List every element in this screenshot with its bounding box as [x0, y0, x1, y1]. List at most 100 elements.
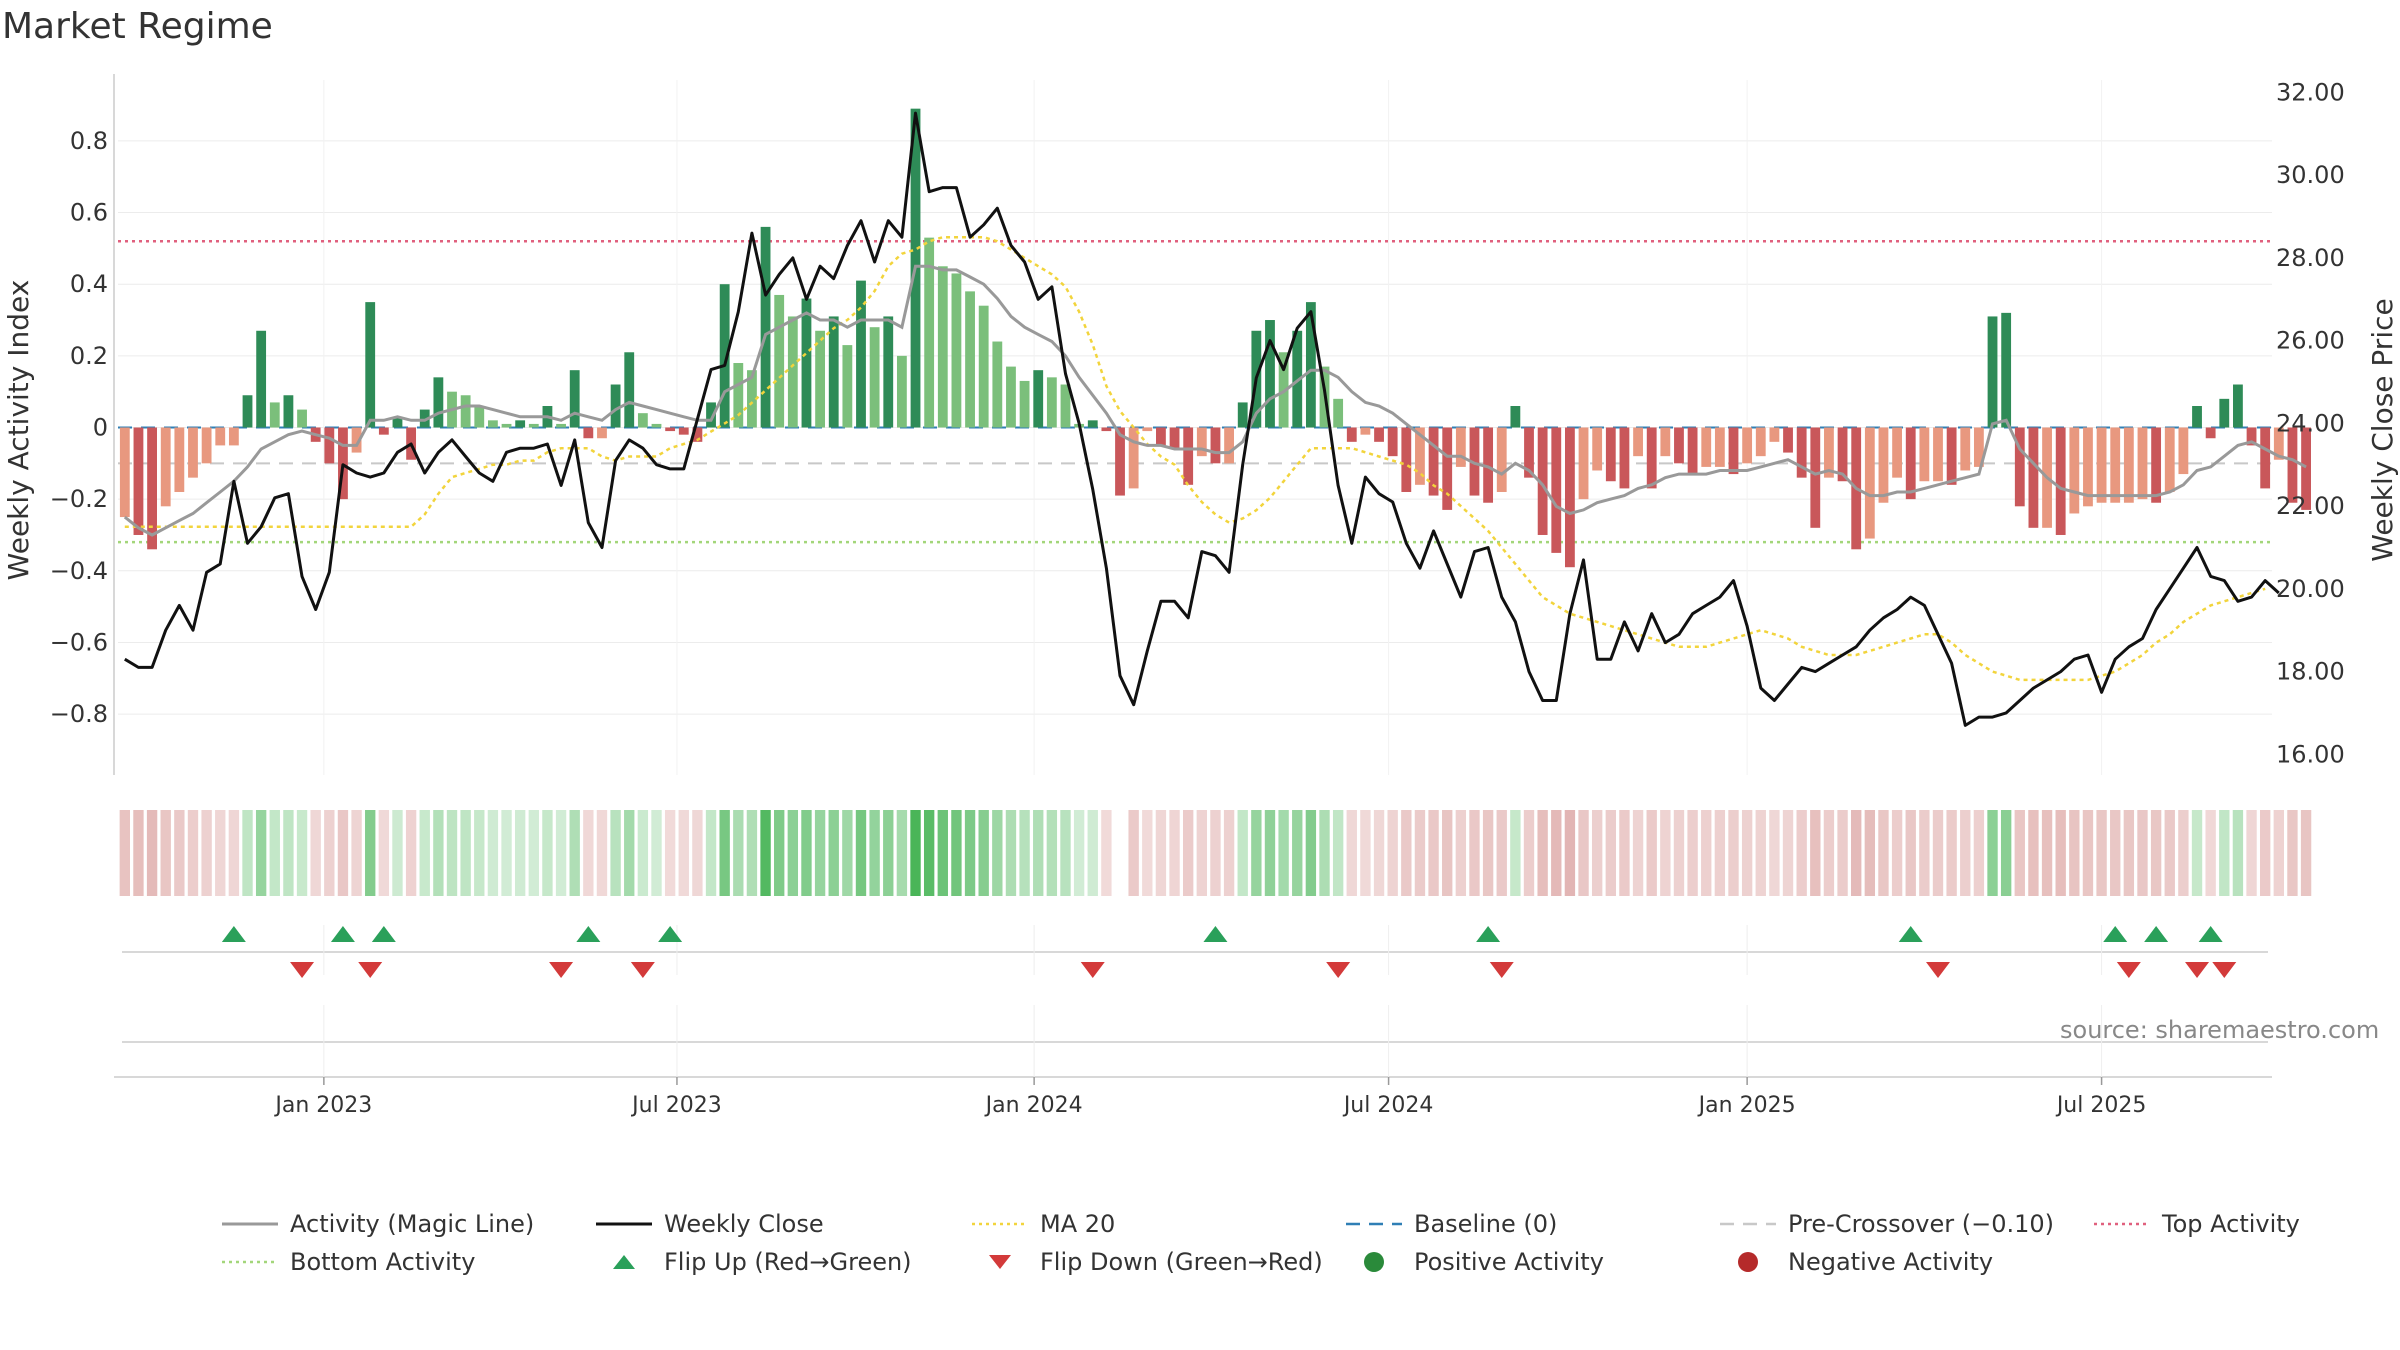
regime-cell — [1251, 810, 1262, 896]
regime-cell — [160, 810, 171, 896]
activity-bar — [1455, 427, 1466, 467]
regime-cell — [1428, 810, 1439, 896]
activity-bar — [992, 341, 1003, 428]
regime-cell — [1278, 810, 1289, 896]
regime-cell — [787, 810, 799, 896]
regime-cell — [1646, 810, 1657, 896]
legend-swatch — [1720, 1222, 1776, 1226]
regime-cell — [2096, 810, 2107, 896]
y2-axis-label: Weekly Close Price — [2366, 298, 2399, 561]
activity-bar — [256, 330, 267, 428]
activity-bar — [1142, 427, 1153, 432]
regime-cell — [937, 810, 948, 896]
regime-cell — [1101, 810, 1112, 896]
activity-bar — [1646, 427, 1657, 489]
flip-up-marker — [1476, 926, 1501, 942]
regime-cell — [1714, 810, 1726, 896]
regime-cell — [1087, 810, 1098, 896]
regime-cell — [2164, 810, 2175, 896]
activity-bar — [501, 423, 512, 428]
activity-bar — [1973, 427, 1984, 467]
regime-cell — [1305, 810, 1317, 896]
regime-cell — [1687, 810, 1698, 896]
legend-item: Positive Activity — [1344, 1248, 1604, 1276]
legend-swatch — [222, 1260, 278, 1264]
magic-line — [123, 264, 2307, 537]
regime-cell — [419, 810, 430, 896]
activity-bar — [1087, 420, 1098, 428]
regime-cell — [2150, 810, 2162, 896]
activity-bar — [1183, 427, 1194, 485]
activity-bar — [378, 427, 389, 435]
activity-bar — [637, 413, 648, 428]
regime-cell — [1346, 810, 1357, 896]
activity-bar — [1156, 427, 1166, 446]
regime-cell — [1960, 810, 1971, 896]
regime-cell — [1632, 810, 1644, 896]
activity-bar — [2001, 312, 2012, 428]
regime-cell — [1741, 810, 1753, 896]
regime-cell — [869, 810, 880, 896]
regime-cell — [1619, 810, 1630, 896]
regime-cell — [1782, 810, 1794, 896]
activity-bar — [556, 423, 566, 428]
activity-bar — [419, 409, 430, 428]
activity-bar — [1837, 427, 1848, 482]
regime-cell — [133, 810, 144, 896]
activity-bar — [1333, 398, 1344, 428]
regime-cell — [1564, 810, 1576, 896]
flip-down-marker — [1925, 962, 1950, 978]
activity-bar — [1387, 427, 1398, 457]
legend-swatch — [989, 1255, 1011, 1269]
regime-cell — [2069, 810, 2080, 896]
activity-bar — [828, 316, 839, 428]
activity-bar — [133, 427, 144, 535]
regime-cell — [1851, 810, 1862, 896]
regime-cell — [1169, 810, 1180, 896]
regime-cell — [1878, 810, 1889, 896]
activity-bar — [188, 427, 198, 478]
legend-item: Baseline (0) — [1344, 1210, 1557, 1238]
regime-cell — [201, 810, 212, 896]
flip-down-marker — [2185, 962, 2210, 978]
activity-bar — [678, 427, 689, 435]
regime-cell — [2273, 810, 2284, 896]
regime-cell — [269, 810, 280, 896]
regime-cell — [119, 810, 130, 896]
legend-item: Flip Down (Green→Red) — [970, 1248, 1323, 1276]
regime-cell — [1496, 810, 1507, 896]
regime-cell — [215, 810, 226, 896]
activity-bar — [2287, 427, 2298, 503]
regime-cell — [283, 810, 294, 896]
regime-cell — [828, 810, 839, 896]
activity-bar — [1605, 427, 1616, 482]
y2-tick-label: 16.00 — [2276, 740, 2345, 768]
y-tick-label: −0.4 — [50, 557, 108, 585]
y-tick-label: 0.6 — [70, 199, 108, 227]
regime-cell — [910, 810, 921, 896]
activity-bar — [215, 427, 226, 446]
legend-label: Bottom Activity — [290, 1248, 476, 1276]
activity-bar — [951, 273, 962, 428]
activity-bar — [569, 370, 580, 428]
activity-bar — [1510, 406, 1521, 428]
activity-bar — [1305, 302, 1316, 428]
regime-cell — [1373, 810, 1385, 896]
activity-bar — [2164, 427, 2175, 492]
activity-bar — [774, 294, 785, 428]
activity-bar — [2205, 427, 2216, 439]
activity-bar — [160, 427, 171, 507]
regime-cell — [1196, 810, 1207, 896]
activity-bar — [978, 305, 989, 428]
activity-bar — [1265, 320, 1275, 428]
regime-cell — [1728, 810, 1739, 896]
regime-cell — [310, 810, 321, 896]
activity-bar — [1674, 427, 1684, 464]
activity-bar — [1006, 366, 1016, 428]
regime-cell — [392, 810, 403, 896]
regime-cell — [896, 810, 908, 896]
activity-bar — [1564, 427, 1575, 568]
y2-tick-label: 24.00 — [2276, 409, 2345, 437]
flip-up-marker — [1203, 926, 1228, 942]
activity-bar — [815, 330, 826, 428]
